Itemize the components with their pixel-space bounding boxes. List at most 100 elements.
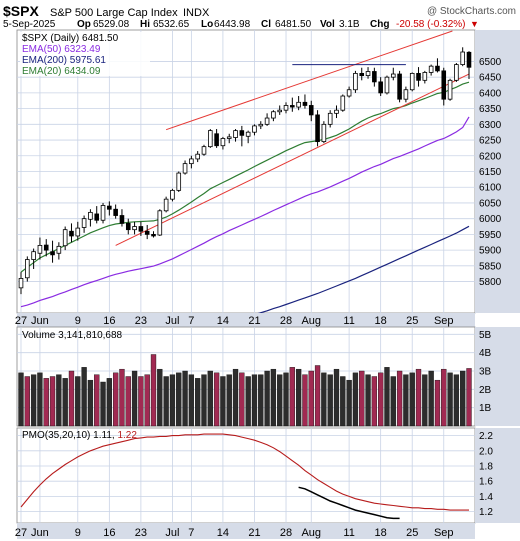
legend-ema200-label: EMA(200) [22,55,67,66]
volume-bar [49,376,56,427]
candle [239,125,245,147]
pmo-tick-label: 1.6 [479,477,493,488]
date-label: 9 [75,315,81,327]
candle [390,67,396,81]
volume-bar [62,378,68,427]
volume-axis [475,327,520,426]
volume-bar [81,367,87,427]
candle [119,209,125,227]
candle-body [447,79,453,100]
price-tick-label: 5800 [479,277,502,288]
watermark: @ StockCharts.com [427,6,516,17]
candle-body [315,114,320,143]
candle [277,105,282,115]
legend-ema50-value: 6323.49 [64,44,101,55]
candle [31,248,36,269]
candle [113,204,118,219]
volume-bar [258,374,264,427]
volume-bar [144,374,150,427]
candle [308,100,314,122]
candle [258,121,264,130]
candle-body [397,73,402,100]
volume-bar [434,379,441,427]
volume-bar [302,374,308,427]
candle-body [144,230,150,235]
channel-lower-line [115,73,470,246]
candle [43,239,49,257]
candle [18,272,24,295]
volume-bar [18,372,24,427]
candle [195,151,200,163]
candle-body [43,244,49,251]
candle [157,209,163,236]
candle-body [252,125,257,133]
date-label: 18 [375,527,387,539]
candle-body [378,81,383,94]
volume-bar [428,370,434,427]
volume-bar [239,372,245,427]
candle [220,136,226,150]
candle-body [220,138,226,147]
candle [144,224,150,240]
change-value: -20.58 (-0.32%) [396,19,465,30]
volume-bar [270,368,277,427]
candle-body [428,65,434,73]
legend-price-value: 6481.50 [82,33,119,44]
volume-value: 3.1B [339,19,360,30]
close-value: 6481.50 [275,19,312,30]
volume-tick-label: 1B [479,403,492,414]
volume-bar [441,368,447,427]
candle [56,242,62,260]
pmo-lines [20,433,469,520]
candle-body [157,210,163,236]
candle [460,47,465,67]
ema50-line [20,116,470,308]
candle-body [403,89,409,100]
legend-item-price: $SPX (Daily) 6481.50 [22,33,119,44]
date-label: 16 [103,315,115,327]
candle-body [94,213,100,221]
volume-bar [232,368,239,427]
candle-body [308,105,314,116]
candle [50,240,55,263]
candle [454,63,459,82]
date-axis-top [17,313,475,327]
price-tick-label: 5900 [479,246,502,257]
volume-bar [384,367,390,427]
volume-bar [264,370,270,427]
volume-bar [378,372,384,427]
candle [25,256,30,282]
candle-body [100,205,106,221]
candle [62,226,68,251]
candle [321,121,327,144]
legend-ema200-value: 5975.61 [70,55,107,66]
volume-bar [182,370,188,427]
candle [384,75,390,95]
pmo-tick-label: 2.2 [479,431,493,442]
candle-body [454,64,459,81]
candle [340,94,346,112]
price-tick-label: 6300 [479,120,502,131]
candle [441,67,447,106]
candle [372,67,377,87]
volume-bars [18,354,472,427]
candle-body [170,189,175,200]
candle-body [189,158,194,165]
date-label: Jul [165,315,179,327]
volume-tick-label: 5B [479,330,492,341]
date-label: 27 [15,527,27,539]
price-tick-label: 5950 [479,230,502,241]
date-label: 21 [248,527,260,539]
volume-bar [100,381,106,427]
candle [252,124,257,136]
price-axis [475,30,520,313]
candle [290,97,295,112]
volume-bar [308,370,314,427]
candle-body [195,153,200,160]
pmo-tick-label: 2.0 [479,446,493,457]
volume-bar [390,376,396,427]
pmo-tick-label: 1.4 [479,492,493,503]
candle-body [365,71,371,76]
candle-body [283,105,289,111]
candle [409,72,415,92]
